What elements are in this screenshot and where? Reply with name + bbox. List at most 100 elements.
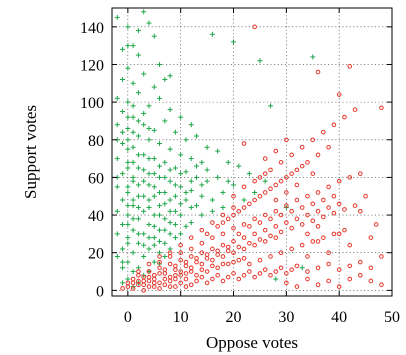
data-point-plus xyxy=(310,54,316,60)
data-point-plus xyxy=(167,73,173,79)
data-point-circle xyxy=(326,250,331,256)
data-point-circle xyxy=(241,222,247,227)
y-tick-label: 120 xyxy=(80,57,104,74)
data-point-plus xyxy=(130,129,136,135)
data-point-circle xyxy=(146,269,152,274)
data-point-plus xyxy=(114,184,120,190)
data-point-plus xyxy=(135,52,141,58)
data-point-plus xyxy=(157,212,163,218)
data-point-plus xyxy=(157,95,163,101)
data-point-circle xyxy=(247,269,252,274)
data-point-plus xyxy=(120,46,126,52)
data-point-plus xyxy=(167,167,173,173)
data-point-circle xyxy=(310,218,316,224)
data-point-plus xyxy=(220,189,226,195)
data-point-circle xyxy=(210,246,215,252)
data-point-plus xyxy=(162,201,168,207)
data-point-plus xyxy=(209,31,215,37)
data-point-circle xyxy=(358,208,363,214)
data-point-circle xyxy=(241,205,247,210)
data-point-plus xyxy=(172,208,178,214)
data-point-plus xyxy=(178,212,184,218)
data-point-plus xyxy=(130,178,136,184)
data-point-circle xyxy=(347,276,353,282)
data-point-circle xyxy=(210,235,215,240)
data-point-circle xyxy=(236,276,242,282)
data-point-circle xyxy=(173,263,178,269)
data-point-plus xyxy=(146,156,152,162)
data-point-plus xyxy=(183,189,189,195)
data-point-circle xyxy=(315,69,321,75)
data-point-plus xyxy=(199,193,205,199)
data-point-plus xyxy=(220,205,226,211)
data-point-plus xyxy=(146,182,152,188)
data-point-circle xyxy=(257,193,263,199)
data-point-plus xyxy=(125,24,131,30)
data-point-circle xyxy=(252,24,257,30)
data-point-circle xyxy=(146,274,152,280)
data-point-circle xyxy=(321,129,326,135)
x-tick-label: 40 xyxy=(331,309,347,326)
data-point-plus xyxy=(178,114,184,120)
data-point-circle xyxy=(289,246,294,252)
data-point-circle xyxy=(358,272,363,278)
data-point-circle xyxy=(130,280,136,286)
data-point-circle xyxy=(363,193,368,199)
data-point-circle xyxy=(183,263,189,269)
data-point-circle xyxy=(210,257,215,263)
data-point-plus xyxy=(120,77,126,83)
data-point-circle xyxy=(236,257,242,263)
data-point-circle xyxy=(326,278,331,284)
data-point-circle xyxy=(236,244,242,250)
data-point-circle xyxy=(157,254,162,259)
data-point-plus xyxy=(162,253,168,259)
data-point-plus xyxy=(157,61,163,67)
data-point-circle xyxy=(146,261,152,267)
x-tick-label: 20 xyxy=(226,309,242,326)
data-point-circle xyxy=(268,233,273,239)
data-point-circle xyxy=(188,254,194,259)
data-point-circle xyxy=(162,267,168,272)
data-point-circle xyxy=(167,254,173,259)
data-point-plus xyxy=(141,122,147,128)
data-point-circle xyxy=(141,278,146,284)
data-point-circle xyxy=(178,257,183,263)
data-point-plus xyxy=(162,189,168,195)
data-point-plus xyxy=(194,174,200,180)
data-point-circle xyxy=(310,137,316,143)
y-tick-label: 40 xyxy=(88,208,104,225)
data-point-plus xyxy=(162,227,168,233)
data-point-circle xyxy=(241,235,247,240)
data-point-circle xyxy=(162,271,168,276)
data-point-circle xyxy=(151,280,157,286)
data-point-plus xyxy=(167,220,173,226)
x-axis-label: Oppose votes xyxy=(206,333,298,352)
y-tick-label: 100 xyxy=(80,95,104,112)
data-point-circle xyxy=(347,263,353,269)
data-point-plus xyxy=(125,99,131,105)
data-point-plus xyxy=(114,156,120,162)
data-point-plus xyxy=(199,212,205,218)
data-point-plus xyxy=(215,174,221,180)
data-point-plus xyxy=(120,171,126,177)
data-point-plus xyxy=(114,253,120,259)
data-point-plus xyxy=(162,118,168,124)
data-point-circle xyxy=(326,144,331,150)
data-point-plus xyxy=(204,144,210,150)
data-point-plus xyxy=(299,265,305,271)
data-point-plus xyxy=(125,259,131,265)
data-point-plus xyxy=(125,125,131,131)
data-point-circle xyxy=(167,284,173,289)
data-point-plus xyxy=(130,103,136,109)
data-point-plus xyxy=(188,220,194,226)
data-point-circle xyxy=(225,261,231,267)
data-point-circle xyxy=(220,220,226,225)
data-point-plus xyxy=(130,216,136,222)
data-point-plus xyxy=(141,167,147,173)
data-point-plus xyxy=(141,193,147,199)
data-point-circle xyxy=(326,184,331,190)
data-point-circle xyxy=(273,235,279,240)
data-point-plus xyxy=(151,259,157,265)
data-point-circle xyxy=(167,274,173,280)
data-point-plus xyxy=(267,103,273,109)
